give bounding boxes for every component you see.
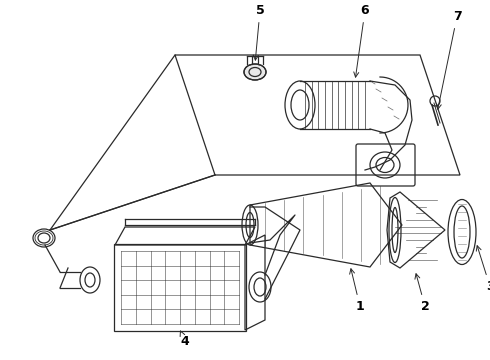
Text: 2: 2	[415, 274, 429, 313]
Text: 4: 4	[180, 331, 189, 348]
Text: 6: 6	[354, 4, 369, 77]
Text: 1: 1	[350, 269, 365, 313]
Text: 3: 3	[476, 246, 490, 293]
Text: 7: 7	[437, 10, 462, 109]
Text: 5: 5	[253, 4, 265, 60]
Ellipse shape	[244, 64, 266, 80]
